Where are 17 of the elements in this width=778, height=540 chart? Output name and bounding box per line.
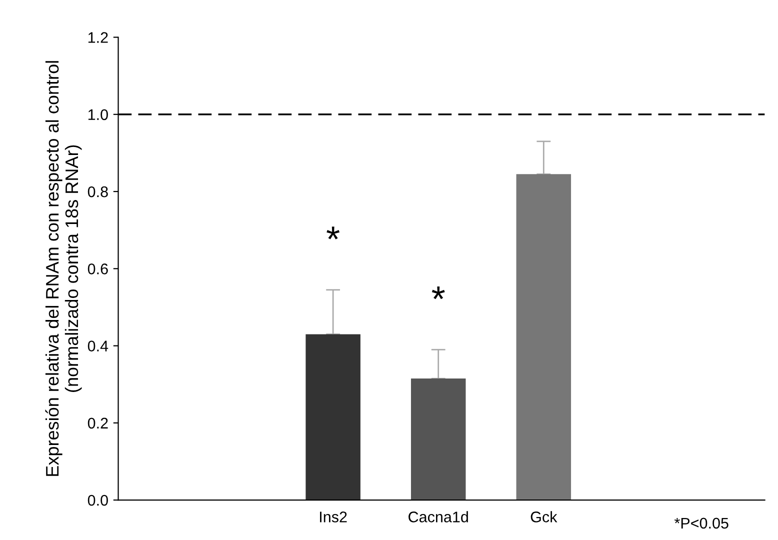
y-tick-label: 0.8 [88, 186, 108, 198]
y-tick-label: 0.0 [88, 494, 108, 506]
annotation: * [432, 286, 445, 300]
bar [516, 174, 572, 500]
y-tick-label: 0.2 [88, 418, 108, 429]
y-tick-label: 0.6 [88, 264, 108, 274]
x-tick-label: Gck [530, 511, 558, 522]
bar [410, 378, 466, 500]
text: *P<0.05 [674, 518, 728, 529]
y-tick-label: 1.2 [88, 32, 108, 43]
y-tick-label: 0.4 [88, 340, 108, 352]
annotation: * [326, 226, 340, 240]
x-tick-label: Ins2 [320, 512, 347, 522]
x-tick-label: Cacna1d [408, 511, 468, 522]
bar [306, 334, 360, 500]
y-axis-title: Expresión relativa del RNAm con respecto al control (normalizado contra 18s RNAr) [45, 61, 82, 476]
y-tick-label: 1.0 [88, 109, 108, 120]
